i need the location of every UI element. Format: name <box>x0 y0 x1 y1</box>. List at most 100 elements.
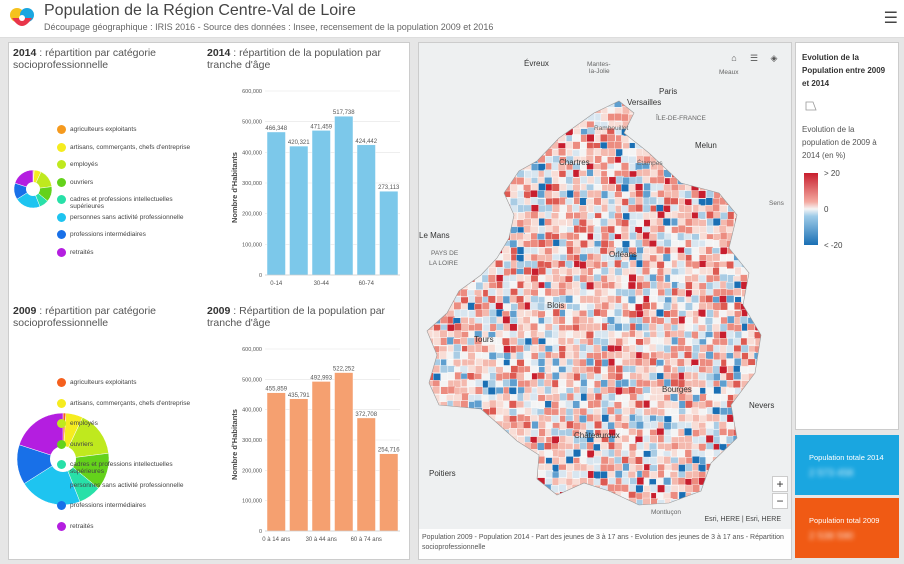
bar[interactable] <box>379 453 399 532</box>
bar[interactable] <box>334 372 354 532</box>
legend-label[interactable]: cadres et professions intellectuelles su… <box>70 461 173 475</box>
iris-area <box>727 106 736 115</box>
donut-slice[interactable] <box>18 412 64 460</box>
iris-area <box>431 280 440 289</box>
legend-label[interactable]: artisans, commerçants, chefs d'entrepris… <box>70 143 191 151</box>
iris-area <box>475 205 484 214</box>
legend-label[interactable]: personnes sans activité professionnelle <box>70 481 184 489</box>
csp-2009-donut[interactable] <box>13 409 113 509</box>
bar[interactable] <box>311 381 331 532</box>
legend-label[interactable]: professions intermédiaires <box>70 231 146 238</box>
zoom-out-button[interactable]: − <box>772 493 788 509</box>
iris-area <box>761 449 769 457</box>
iris-area <box>747 155 756 164</box>
legend-label[interactable]: ouvriers <box>70 178 94 186</box>
donut-slice[interactable] <box>62 417 109 460</box>
iris-area <box>741 401 750 410</box>
iris-area <box>762 409 770 417</box>
iris-area <box>446 414 455 423</box>
bar[interactable] <box>379 191 399 276</box>
iris-area <box>754 310 761 319</box>
bar[interactable] <box>289 398 309 532</box>
layers-icon[interactable]: ◈ <box>770 53 778 63</box>
iris-area <box>593 455 602 464</box>
legend-label[interactable]: agriculteurs exploitants <box>70 126 137 133</box>
iris-area <box>502 288 511 297</box>
iris-area <box>475 212 484 221</box>
zoom-in-button[interactable]: + <box>772 476 788 492</box>
iris-area <box>427 478 435 487</box>
iris-area <box>433 183 441 192</box>
iris-area <box>762 458 770 466</box>
iris-area <box>677 274 686 283</box>
iris-area <box>489 308 497 317</box>
legend-label[interactable]: cadres et professions intellectuelles su… <box>70 196 173 210</box>
iris-area <box>748 415 756 424</box>
legend-label[interactable]: professions intermédiaires <box>70 502 146 509</box>
iris-area <box>585 259 594 268</box>
iris-area <box>726 471 735 480</box>
iris-area <box>579 456 588 465</box>
legend-title: Evolution de la Population entre 2009 et… <box>802 53 886 88</box>
legend-label[interactable]: employés <box>70 161 98 168</box>
legend-label[interactable]: artisans, commerçants, chefs d'entrepris… <box>70 399 191 407</box>
iris-area <box>502 471 511 480</box>
iris-area <box>559 372 568 381</box>
legend-label[interactable]: personnes sans activité professionnelle <box>70 213 184 221</box>
iris-area <box>649 169 658 178</box>
iris-area <box>678 414 687 422</box>
legend-label[interactable]: agriculteurs exploitants <box>70 379 137 386</box>
iris-area <box>460 233 468 241</box>
csp-2014-donut[interactable] <box>13 169 53 209</box>
bar[interactable] <box>289 145 309 276</box>
iris-area <box>684 323 693 332</box>
iris-area <box>698 316 707 325</box>
iris-area <box>580 240 588 249</box>
bar[interactable] <box>356 144 376 276</box>
iris-area <box>474 112 483 121</box>
map-panel[interactable]: Évreux Mantes-la-Jolie Meaux Paris Versaille… <box>418 42 792 560</box>
home-icon[interactable]: ⌂ <box>731 53 737 63</box>
iris-area <box>663 156 672 165</box>
bar[interactable] <box>334 116 354 276</box>
iris-area <box>740 457 748 466</box>
bar[interactable] <box>356 417 376 532</box>
legend-label[interactable]: ouvriers <box>70 440 94 448</box>
legend-label[interactable]: employés <box>70 420 98 427</box>
iris-area <box>747 464 756 473</box>
iris-area <box>755 499 761 505</box>
map-layer-tabs[interactable]: Population 2009 - Population 2014 - Part… <box>419 529 791 559</box>
legend-label[interactable]: retraités <box>70 522 94 530</box>
iris-area <box>763 115 771 123</box>
iris-area <box>636 477 645 485</box>
iris-area <box>706 344 715 353</box>
iris-area <box>586 190 595 198</box>
iris-area <box>594 101 603 102</box>
iris-area <box>559 93 567 101</box>
iris-area <box>516 443 525 452</box>
bar[interactable] <box>311 130 331 276</box>
iris-area <box>531 183 539 191</box>
iris-area <box>691 295 699 303</box>
choropleth-map[interactable] <box>419 43 792 531</box>
iris-area <box>524 141 532 149</box>
legend-list-icon[interactable]: ☰ <box>749 53 759 63</box>
bar[interactable] <box>266 131 286 276</box>
bar[interactable] <box>266 392 286 532</box>
iris-area <box>747 490 756 499</box>
iris-area <box>754 239 761 248</box>
iris-area <box>642 175 651 184</box>
iris-area <box>502 281 511 290</box>
iris-area <box>684 427 693 436</box>
menu-icon[interactable]: ☰ <box>883 10 898 27</box>
bar-value-label: 471,459 <box>310 124 332 130</box>
legend-label[interactable]: retraités <box>70 248 94 256</box>
iris-area <box>467 344 476 353</box>
iris-area <box>427 491 435 500</box>
iris-area <box>502 140 511 149</box>
iris-area <box>454 484 462 493</box>
iris-area <box>432 456 441 465</box>
iris-area <box>565 379 574 388</box>
iris-area <box>663 169 672 178</box>
iris-area <box>419 366 426 374</box>
